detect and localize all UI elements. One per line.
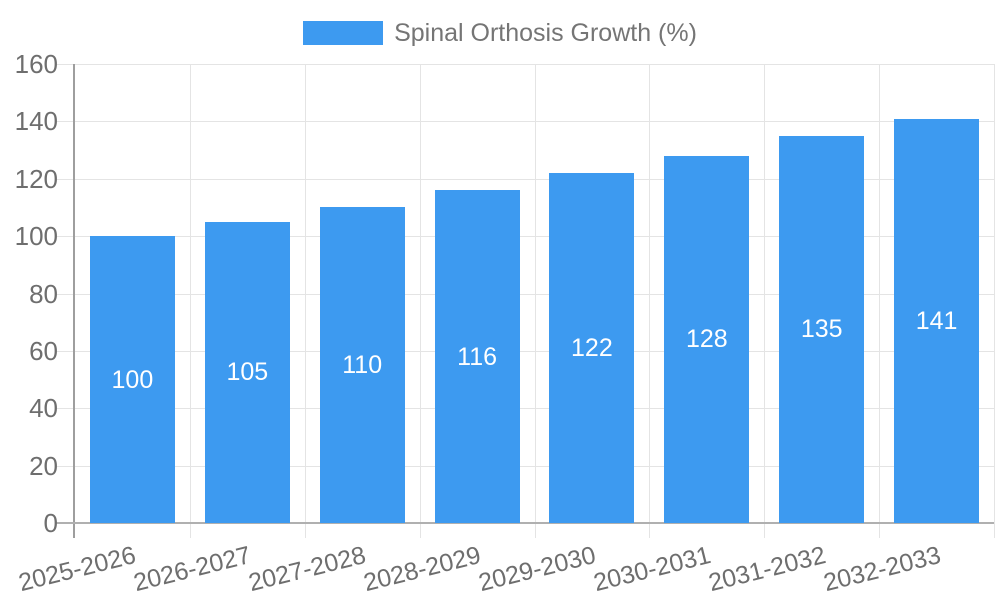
bar-2029-2030 xyxy=(549,173,635,523)
horizontal-gridline xyxy=(55,236,994,238)
y-axis-tick-label: 160 xyxy=(14,49,58,79)
bar-value-label: 122 xyxy=(571,334,613,362)
horizontal-gridline xyxy=(55,293,994,295)
horizontal-gridline xyxy=(55,64,994,65)
y-axis-tick-label: 40 xyxy=(29,393,58,424)
bar-value-label: 100 xyxy=(111,365,154,394)
y-axis-tick-label: 80 xyxy=(29,278,58,309)
horizontal-gridline xyxy=(55,408,994,410)
y-axis-tick-label: 140 xyxy=(14,106,58,137)
x-axis-baseline xyxy=(55,522,994,524)
bar-2025-2026 xyxy=(89,236,175,523)
y-axis-tick-label: 60 xyxy=(29,335,58,366)
vertical-gridline xyxy=(649,64,651,538)
bar-value-label: 128 xyxy=(685,325,728,354)
bar-2026-2027 xyxy=(204,221,290,523)
horizontal-gridline xyxy=(55,178,994,180)
y-axis-tick-label: 20 xyxy=(29,450,58,481)
vertical-gridline xyxy=(764,64,766,538)
horizontal-gridline xyxy=(55,121,994,123)
vertical-gridline xyxy=(419,64,421,538)
legend-swatch xyxy=(303,21,384,45)
bar-value-label: 105 xyxy=(226,358,269,387)
y-axis-tick-label: 120 xyxy=(14,163,58,194)
bar-2032-2033 xyxy=(894,118,980,523)
vertical-gridline xyxy=(534,64,536,538)
vertical-gridline xyxy=(304,64,306,538)
vertical-gridline xyxy=(879,64,881,538)
bar-value-label: 135 xyxy=(800,315,843,344)
bar-value-label: 116 xyxy=(457,342,498,371)
bar-2028-2029 xyxy=(434,190,520,523)
bar-2027-2028 xyxy=(319,207,405,523)
legend-label: Spinal Orthosis Growth (%) xyxy=(394,19,697,47)
bar-2031-2032 xyxy=(779,135,865,523)
y-axis-tick-label: 100 xyxy=(14,221,58,252)
vertical-gridline xyxy=(994,64,995,538)
horizontal-gridline xyxy=(55,465,994,467)
chart-legend[interactable]: Spinal Orthosis Growth (%) xyxy=(0,17,1000,49)
y-axis-line xyxy=(73,64,75,538)
bar-value-label: 141 xyxy=(915,306,958,335)
horizontal-gridline xyxy=(55,350,994,352)
bar-value-label: 110 xyxy=(342,351,383,380)
y-axis-tick-label: 0 xyxy=(43,508,58,538)
vertical-gridline xyxy=(189,64,191,538)
bar-2030-2031 xyxy=(664,155,750,523)
